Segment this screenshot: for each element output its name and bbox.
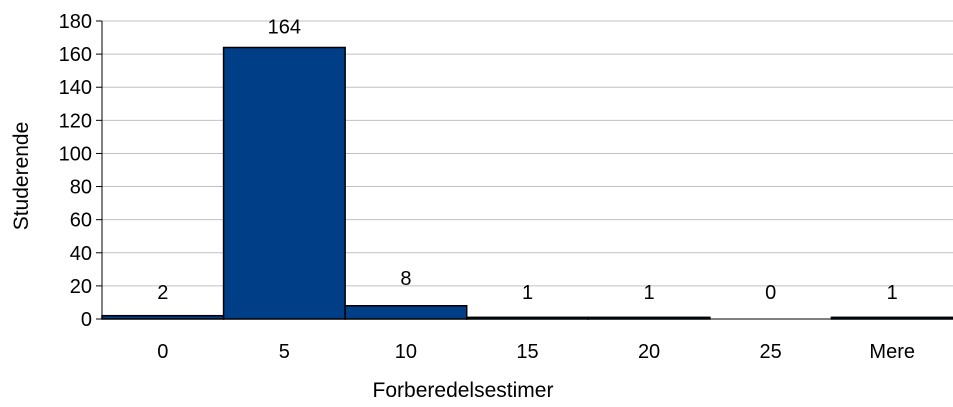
data-label: 1 xyxy=(887,282,898,304)
y-tick-label: 100 xyxy=(59,143,92,165)
axes xyxy=(101,21,953,320)
bars xyxy=(101,46,953,320)
y-axis-title: Studerende xyxy=(10,122,33,231)
x-ticks: 0 5 10 15 20 25 Mere xyxy=(157,341,915,363)
data-label: 164 xyxy=(268,16,301,38)
x-tick-label: Mere xyxy=(869,341,915,363)
x-tick-label: 10 xyxy=(395,341,417,363)
y-tick-label: 180 xyxy=(59,11,92,33)
bar xyxy=(344,305,468,320)
y-tick-label: 80 xyxy=(70,177,92,199)
y-tick-label: 0 xyxy=(81,309,92,331)
y-tick-label: 20 xyxy=(70,276,92,298)
x-tick-label: 5 xyxy=(279,341,290,363)
y-tick-label: 160 xyxy=(59,44,92,66)
data-label: 8 xyxy=(400,268,411,290)
data-label: 2 xyxy=(157,282,168,304)
y-ticks: 0 20 40 60 80 100 120 140 160 180 xyxy=(59,11,102,331)
data-labels: 2 164 8 1 1 0 1 xyxy=(157,16,898,304)
x-tick-label: 0 xyxy=(157,341,168,363)
y-tick-label: 60 xyxy=(70,210,92,232)
x-tick-label: 20 xyxy=(638,341,660,363)
data-label: 0 xyxy=(765,282,776,304)
y-tick-label: 40 xyxy=(70,243,92,265)
bar xyxy=(222,46,346,320)
x-tick-label: 25 xyxy=(760,341,782,363)
y-tick-label: 140 xyxy=(59,77,92,99)
data-label: 1 xyxy=(644,282,655,304)
y-tick-label: 120 xyxy=(59,110,92,132)
data-label: 1 xyxy=(522,282,533,304)
x-axis-title: Forberedelsestimer xyxy=(373,379,554,402)
x-tick-label: 15 xyxy=(516,341,538,363)
